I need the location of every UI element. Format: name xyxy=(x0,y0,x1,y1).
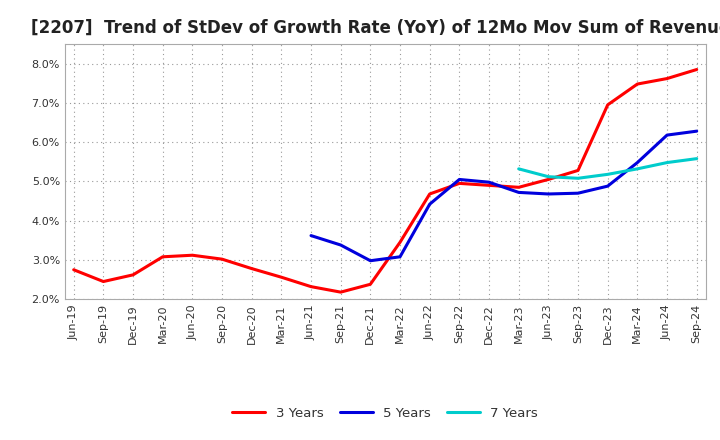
5 Years xyxy=(485,180,493,185)
7 Years xyxy=(574,176,582,181)
3 Years xyxy=(217,257,226,262)
7 Years xyxy=(693,156,701,161)
3 Years xyxy=(129,272,138,278)
5 Years xyxy=(574,191,582,196)
3 Years xyxy=(188,253,197,258)
5 Years xyxy=(633,160,642,165)
7 Years xyxy=(662,160,671,165)
3 Years xyxy=(307,284,315,289)
5 Years xyxy=(336,242,345,248)
3 Years xyxy=(99,279,108,284)
Line: 7 Years: 7 Years xyxy=(518,159,697,178)
7 Years xyxy=(514,166,523,172)
5 Years xyxy=(693,128,701,134)
5 Years xyxy=(426,202,434,207)
7 Years xyxy=(544,174,553,180)
Legend: 3 Years, 5 Years, 7 Years: 3 Years, 5 Years, 7 Years xyxy=(227,402,544,425)
Line: 3 Years: 3 Years xyxy=(73,70,697,292)
3 Years xyxy=(248,266,256,271)
3 Years xyxy=(485,183,493,188)
3 Years xyxy=(277,275,286,280)
3 Years xyxy=(366,282,374,287)
5 Years xyxy=(662,132,671,138)
3 Years xyxy=(396,240,405,245)
3 Years xyxy=(633,81,642,87)
3 Years xyxy=(574,168,582,173)
3 Years xyxy=(69,267,78,272)
3 Years xyxy=(514,185,523,190)
7 Years xyxy=(633,166,642,172)
Line: 5 Years: 5 Years xyxy=(311,131,697,261)
3 Years xyxy=(426,191,434,197)
7 Years xyxy=(603,172,612,177)
3 Years xyxy=(455,181,464,186)
3 Years xyxy=(158,254,167,260)
3 Years xyxy=(603,102,612,107)
3 Years xyxy=(662,76,671,81)
5 Years xyxy=(603,183,612,189)
5 Years xyxy=(366,258,374,264)
3 Years xyxy=(693,67,701,72)
Title: [2207]  Trend of StDev of Growth Rate (YoY) of 12Mo Mov Sum of Revenues: [2207] Trend of StDev of Growth Rate (Yo… xyxy=(31,19,720,37)
3 Years xyxy=(336,290,345,295)
5 Years xyxy=(514,190,523,195)
5 Years xyxy=(455,177,464,182)
5 Years xyxy=(544,191,553,197)
5 Years xyxy=(396,254,405,260)
3 Years xyxy=(544,177,553,182)
5 Years xyxy=(307,233,315,238)
